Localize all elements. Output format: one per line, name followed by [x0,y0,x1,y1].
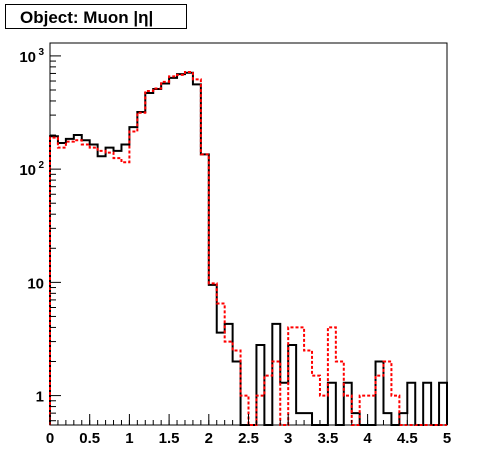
x-tick-label: 4 [363,430,372,447]
x-tick-label: 3 [284,430,292,447]
y-tick-label: 10 [19,49,36,66]
x-tick-label: 2.5 [238,430,259,447]
x-tick-label: 1 [125,430,133,447]
histogram-series-1 [49,71,448,426]
plot-frame [49,42,448,426]
title-box: Object: Muon |η| [5,4,187,29]
chart-title: Object: Muon |η| [20,8,154,27]
x-tick-label: 2 [205,430,213,447]
x-tick-label: 1.5 [159,430,180,447]
y-tick-exponent: 3 [38,47,44,58]
x-tick-label: 4.5 [397,430,418,447]
x-tick-label: 0 [46,430,54,447]
x-tick-label: 3.5 [317,430,338,447]
x-tick-label: 0.5 [79,430,100,447]
y-tick-label: 10 [19,162,36,179]
y-tick-label: 10 [27,275,44,292]
histogram-series-2 [49,71,447,426]
x-tick-label: 5 [443,430,451,447]
series-layer [49,71,448,426]
y-tick-label: 1 [36,389,44,406]
y-tick-exponent: 2 [38,160,44,171]
